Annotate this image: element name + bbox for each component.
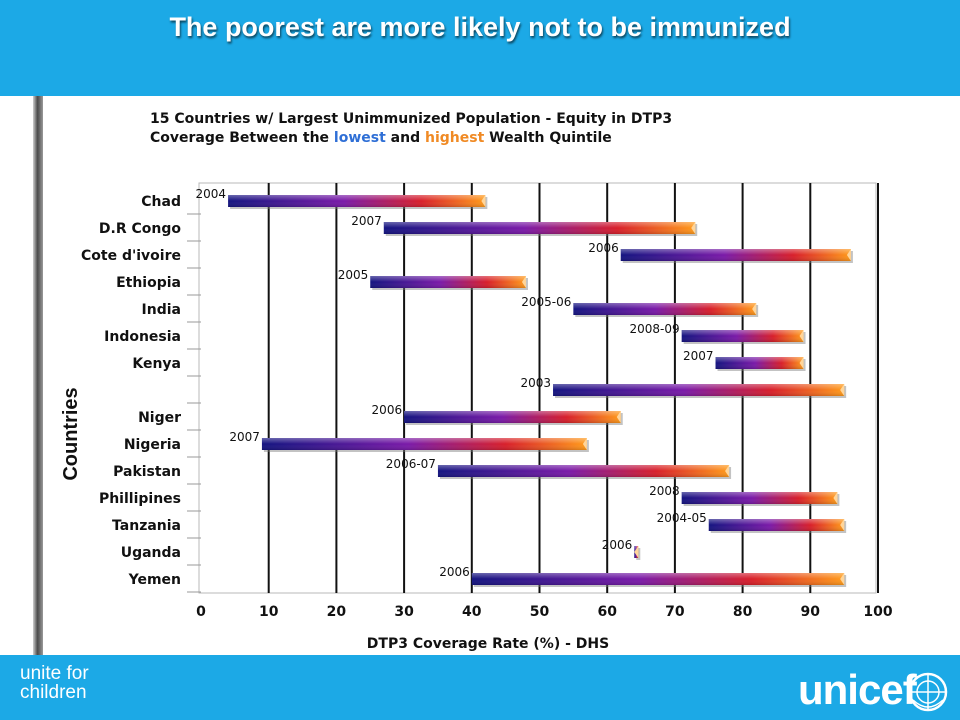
bar-end-cap <box>799 330 804 342</box>
bar-end-cap <box>840 519 845 531</box>
bar-end-cap <box>840 384 845 396</box>
bar-highlight <box>404 411 621 423</box>
category-label: Nigeria <box>124 437 181 453</box>
category-label: Chad <box>141 194 181 210</box>
category-label: Niger <box>138 410 181 426</box>
category-label: Uganda <box>121 545 181 561</box>
bar-highlight <box>708 519 845 531</box>
survey-year-label: 2005-06 <box>521 295 571 309</box>
bar-highlight <box>573 303 757 315</box>
survey-year-label: 2004 <box>196 187 227 201</box>
x-tick-label: 70 <box>665 604 685 620</box>
category-label: Indonesia <box>104 329 181 345</box>
bar-highlight <box>370 276 526 288</box>
x-tick-label: 10 <box>259 604 279 620</box>
bar-end-cap <box>582 438 587 450</box>
survey-year-label: 2007 <box>229 430 260 444</box>
bar-end-cap <box>521 276 526 288</box>
chart-title-part: Wealth Quintile <box>484 130 612 146</box>
category-label: Yemen <box>128 572 181 588</box>
survey-year-label: 2006 <box>372 403 403 417</box>
chart-title-line1: 15 Countries w/ Largest Unimmunized Popu… <box>150 111 672 127</box>
bar-highlight <box>715 357 804 369</box>
plot-area <box>198 182 877 594</box>
bar-end-cap <box>725 465 730 477</box>
x-tick-label: 0 <box>196 604 206 620</box>
category-label: Phillipines <box>99 491 181 507</box>
category-label: Tanzania <box>112 518 181 534</box>
dtp3-equity-chart: 15 Countries w/ Largest Unimmunized Popu… <box>44 96 914 654</box>
title-band <box>0 0 960 96</box>
footer-band <box>0 655 960 720</box>
survey-year-label: 2005 <box>338 268 369 282</box>
x-axis-title: DTP3 Coverage Rate (%) - DHS <box>367 636 609 652</box>
bar-highlight <box>471 573 845 585</box>
bar-end-cap <box>846 249 851 261</box>
y-axis-title: Countries <box>60 387 82 480</box>
survey-year-label: 2003 <box>520 376 551 390</box>
bar-end-cap <box>752 303 757 315</box>
slide-title: The poorest are more likely not to be im… <box>169 12 791 42</box>
x-tick-label: 30 <box>394 604 414 620</box>
x-tick-label: 50 <box>530 604 550 620</box>
survey-year-label: 2007 <box>351 214 382 228</box>
chart-title-part: lowest <box>334 130 386 146</box>
bar-end-cap <box>616 411 621 423</box>
x-tick-label: 40 <box>462 604 482 620</box>
bar-end-cap <box>799 357 804 369</box>
bar-highlight <box>681 330 804 342</box>
survey-year-label: 2007 <box>683 349 714 363</box>
x-tick-label: 20 <box>327 604 347 620</box>
survey-year-label: 2006 <box>439 565 470 579</box>
category-label: Pakistan <box>113 464 181 480</box>
chart-title-part: Coverage Between the <box>150 130 334 146</box>
category-label: India <box>142 302 181 318</box>
survey-year-label: 2008 <box>649 484 680 498</box>
chart-title-part: 15 Countries w/ Largest Unimmunized Popu… <box>150 111 672 127</box>
bar-end-cap <box>691 222 696 234</box>
survey-year-label: 2006 <box>588 241 619 255</box>
bar-end-cap <box>634 546 639 558</box>
bar-highlight <box>553 384 845 396</box>
bar-highlight <box>437 465 730 477</box>
survey-year-label: 2006 <box>602 538 633 552</box>
category-label: Kenya <box>132 356 181 372</box>
category-label: Cote d'ivoire <box>81 248 181 264</box>
unicef-emblem-icon <box>908 672 948 712</box>
survey-year-label: 2004-05 <box>657 511 707 525</box>
category-label: Ethiopia <box>116 275 181 291</box>
chart-title-part: highest <box>425 130 485 146</box>
bar-highlight <box>681 492 838 504</box>
chart-title-line2: Coverage Between the lowest and highest … <box>150 130 612 146</box>
bar-highlight <box>228 195 486 207</box>
slide-divider <box>33 96 43 656</box>
x-tick-label: 80 <box>733 604 753 620</box>
x-tick-label: 100 <box>863 604 892 620</box>
x-tick-label: 90 <box>801 604 821 620</box>
category-label: D.R Congo <box>99 221 181 237</box>
bar-end-cap <box>840 573 845 585</box>
bar-end-cap <box>481 195 486 207</box>
bar-end-cap <box>833 492 838 504</box>
bar-highlight <box>383 222 696 234</box>
bar-highlight <box>261 438 587 450</box>
chart-frame <box>44 96 914 654</box>
unicef-logo-text: unicef <box>798 666 917 713</box>
survey-year-label: 2008-09 <box>630 322 680 336</box>
x-tick-label: 60 <box>597 604 617 620</box>
tagline: unite for children <box>20 663 89 703</box>
chart-title-part: and <box>386 130 425 146</box>
bar-highlight <box>620 249 851 261</box>
survey-year-label: 2006-07 <box>386 457 436 471</box>
